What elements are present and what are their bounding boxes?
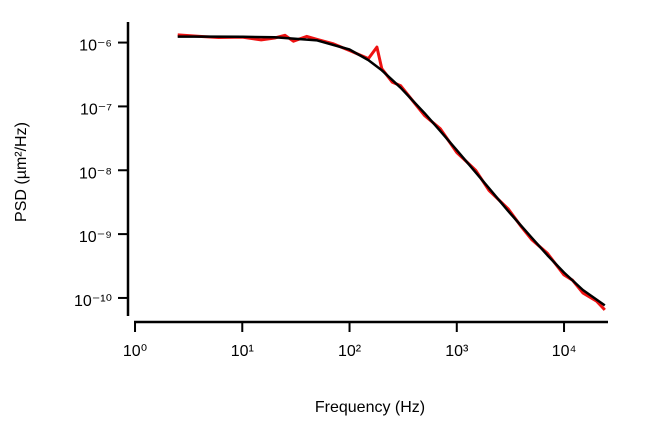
data-line: [177, 35, 606, 307]
x-axis-label: Frequency (Hz): [315, 399, 425, 416]
y-tick-label: 10⁻⁹: [79, 229, 112, 246]
x-tick-label: 10²: [338, 343, 362, 360]
y-tick-label: 10⁻⁶: [79, 38, 112, 55]
y-tick-label: 10⁻¹⁰: [74, 293, 112, 310]
y-axis-label: PSD (µm²/Hz): [13, 122, 30, 222]
x-tick-label: 10¹: [231, 343, 254, 360]
x-tick-label: 10⁴: [552, 343, 577, 360]
y-tick-label: 10⁻⁸: [79, 165, 112, 182]
x-tick-label: 10³: [445, 343, 469, 360]
y-tick-label: 10⁻⁷: [80, 101, 112, 118]
data-line: [177, 33, 606, 311]
x-tick-label: 10⁰: [123, 343, 147, 360]
